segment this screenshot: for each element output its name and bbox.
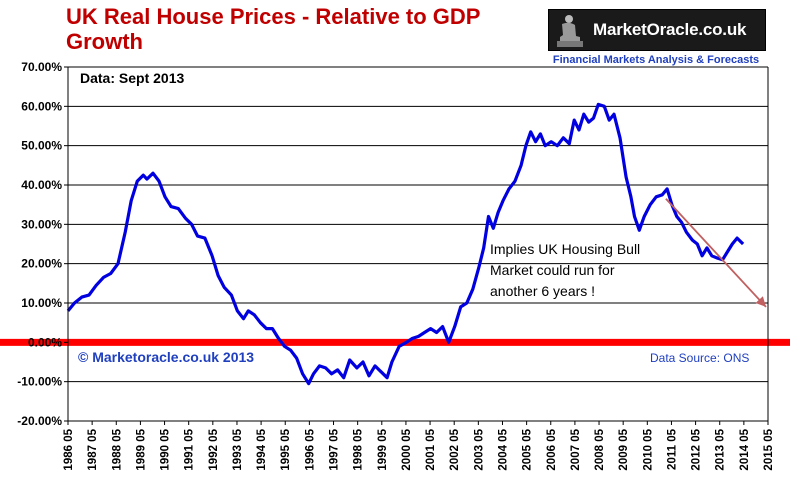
x-tick-label: 1998 05 (353, 428, 365, 470)
gridlines (68, 66, 768, 422)
data-source-label: Data Source: ONS (650, 351, 749, 365)
forecast-annotation-line-3: another 6 years ! (490, 283, 595, 299)
x-tick-label: 1996 05 (304, 428, 316, 470)
x-tick-label: 1995 05 (280, 428, 292, 470)
x-tick-label: 1997 05 (329, 428, 341, 470)
copyright-label: © Marketoracle.co.uk 2013 (78, 349, 254, 365)
y-tick-label: 10.00% (21, 296, 62, 310)
x-tick-label: 2010 05 (642, 428, 654, 470)
y-tick-label: 20.00% (21, 257, 62, 271)
x-tick-label: 1999 05 (377, 428, 389, 470)
forecast-annotation-line-1: Implies UK Housing Bull (490, 241, 640, 257)
x-tick-label: 1990 05 (160, 428, 172, 470)
x-tick-label: 2002 05 (449, 428, 461, 470)
x-tick-label: 1988 05 (111, 428, 123, 470)
x-tick-label: 2005 05 (522, 428, 534, 470)
trend-arrow-shaft (665, 198, 767, 308)
x-tick-label: 1992 05 (208, 428, 220, 470)
trend-arrow (665, 198, 767, 308)
axes (67, 67, 769, 422)
x-tick-label: 2001 05 (425, 428, 437, 470)
trend-arrow-head (755, 296, 766, 307)
x-axis-ticks: 1986 05 1987 05 1988 05 1989 05 1990 05 1991 … (63, 421, 775, 471)
x-tick-label: 2015 05 (763, 428, 775, 470)
house-price-series-line (66, 102, 745, 386)
data-date-label: Data: Sept 2013 (80, 70, 184, 86)
x-tick-label: 2012 05 (691, 428, 703, 470)
marketoracle-logo[interactable]: MarketOracle.co.uk (548, 9, 766, 51)
x-tick-label: 2009 05 (618, 428, 630, 470)
x-tick-label: 2008 05 (594, 428, 606, 470)
x-tick-label: 2004 05 (497, 428, 509, 470)
x-tick-label: 1986 05 (63, 428, 75, 470)
y-tick-label: 0.00% (28, 335, 62, 349)
x-tick-label: 2000 05 (401, 428, 413, 470)
x-tick-label: 2013 05 (715, 428, 727, 470)
x-tick-label: 2007 05 (570, 428, 582, 470)
y-axis-ticks: 70.00% 60.00% 50.00% 40.00% 30.00% 20.00% 10.0… (17, 60, 68, 428)
x-tick-label: 1994 05 (256, 428, 268, 470)
y-tick-label: 70.00% (21, 60, 62, 74)
y-tick-label: 60.00% (21, 99, 62, 113)
chart-title: UK Real House Prices - Relative to GDP G… (66, 4, 481, 54)
x-tick-label: 2006 05 (546, 428, 558, 470)
logo-text: MarketOracle.co.uk (593, 20, 747, 39)
thinker-statue-icon (549, 10, 589, 50)
x-tick-label: 1989 05 (135, 428, 147, 470)
x-tick-label: 1987 05 (87, 428, 99, 470)
x-tick-label: 2014 05 (739, 428, 751, 470)
y-tick-label: -20.00% (17, 414, 62, 428)
y-tick-label: 30.00% (21, 217, 62, 231)
y-tick-label: 50.00% (21, 139, 62, 153)
forecast-annotation-line-2: Market could run for (490, 262, 615, 278)
x-tick-label: 1993 05 (232, 428, 244, 470)
y-tick-label: 40.00% (21, 178, 62, 192)
series-layer (66, 102, 745, 386)
x-tick-label: 1991 05 (184, 428, 196, 470)
x-tick-label: 2011 05 (666, 428, 678, 470)
logo-tagline: Financial Markets Analysis & Forecasts (552, 54, 760, 66)
y-tick-label: -10.00% (17, 375, 62, 389)
x-tick-label: 2003 05 (473, 428, 485, 470)
forecast-annotation: Implies UK Housing Bull Market could run… (490, 241, 644, 299)
